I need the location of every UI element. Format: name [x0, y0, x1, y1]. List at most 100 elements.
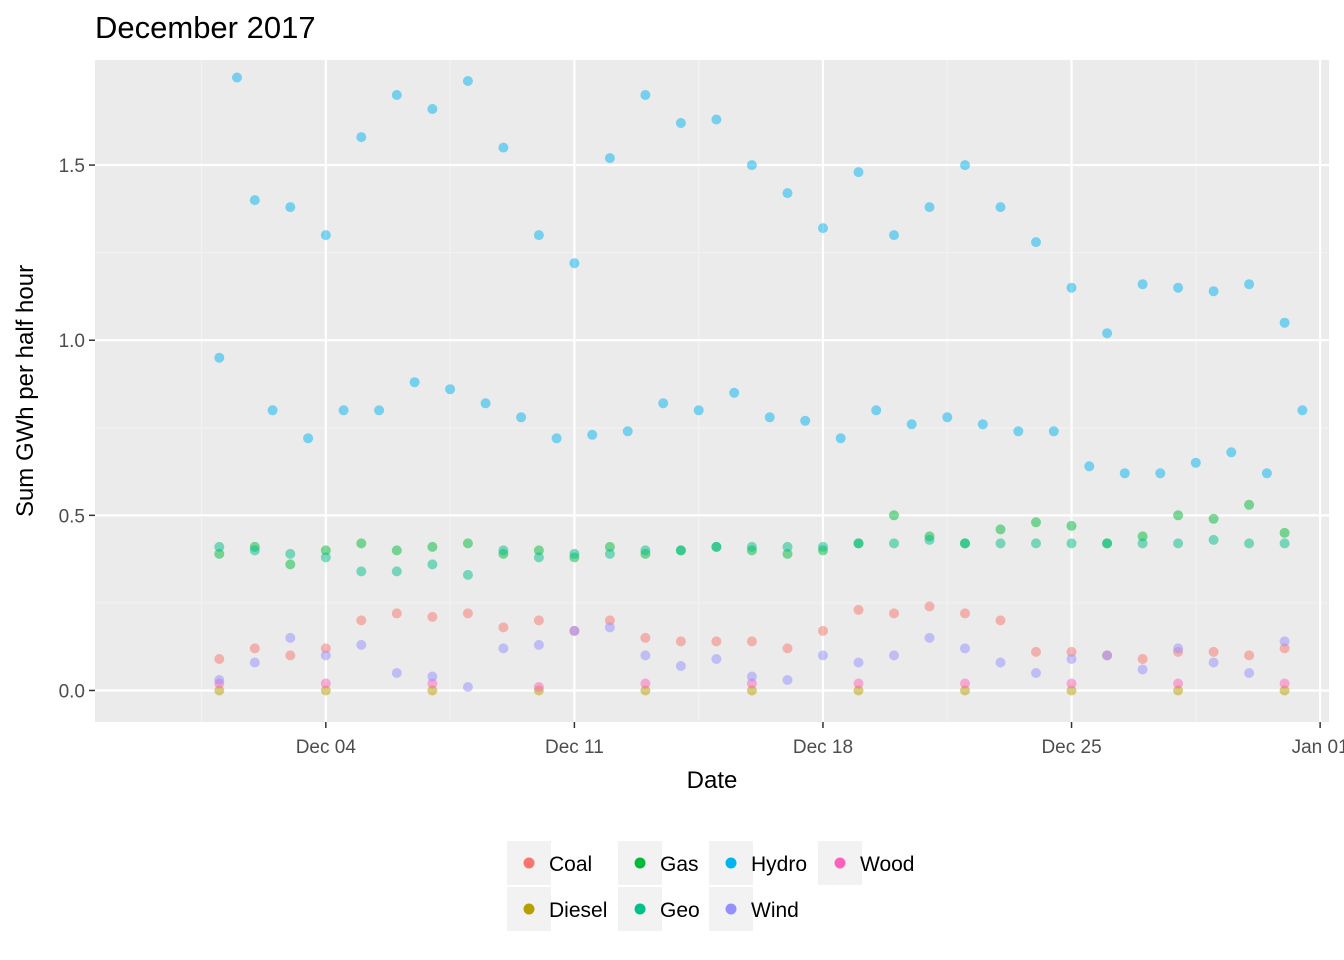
data-point [1279, 636, 1290, 647]
data-point [640, 650, 651, 661]
data-points [214, 72, 1308, 696]
data-point [1066, 520, 1077, 531]
data-point [356, 538, 367, 549]
data-point [1173, 538, 1184, 549]
data-point [675, 545, 686, 556]
data-point [818, 541, 828, 552]
data-point [569, 625, 580, 636]
data-point [995, 657, 1006, 668]
data-point [391, 566, 402, 577]
data-point [960, 538, 970, 549]
data-point [533, 682, 544, 692]
data-point [782, 188, 793, 199]
chart-title: December 2017 [95, 10, 316, 45]
y-tick-label: 1.5 [59, 156, 85, 177]
data-point [551, 433, 562, 444]
x-axis-title: Date [687, 767, 738, 794]
data-point [1173, 510, 1184, 521]
data-point [746, 541, 757, 552]
data-point [889, 538, 899, 549]
data-point [906, 419, 917, 430]
data-point [356, 566, 367, 577]
data-point [285, 202, 296, 213]
data-point [1173, 685, 1184, 696]
data-point [498, 643, 509, 654]
series-geo [214, 534, 1290, 580]
legend-label: Gas [660, 853, 699, 876]
data-point [1244, 499, 1255, 510]
legend-label: Wind [751, 899, 799, 922]
data-point [924, 202, 935, 213]
data-point [569, 258, 580, 269]
data-point [782, 541, 793, 552]
data-point [249, 657, 260, 668]
legend-label: Hydro [751, 853, 807, 876]
data-point [214, 548, 225, 559]
data-point [1031, 538, 1041, 549]
data-point [533, 545, 544, 556]
data-point [1208, 513, 1219, 524]
data-point [995, 538, 1006, 549]
data-point [533, 639, 544, 650]
series-coal [214, 601, 1290, 664]
data-point [320, 552, 331, 563]
data-point [604, 548, 615, 559]
data-point [853, 604, 864, 615]
data-point [942, 412, 953, 423]
data-point [782, 643, 793, 654]
data-point [711, 541, 722, 552]
legend-swatch [634, 857, 646, 869]
data-point [1208, 534, 1219, 545]
data-point [640, 632, 651, 643]
data-point [640, 90, 651, 100]
data-point [640, 678, 651, 689]
data-point [1013, 426, 1024, 437]
data-point [1137, 538, 1148, 549]
legend-item-coal: Coal [507, 841, 592, 885]
data-point [1279, 685, 1290, 696]
series-wind [214, 622, 1290, 692]
data-point [427, 104, 438, 114]
data-point [214, 541, 225, 552]
data-point [960, 685, 970, 696]
data-point [889, 650, 899, 661]
data-point [889, 608, 899, 619]
data-point [693, 405, 704, 416]
data-point [604, 615, 615, 626]
data-point [604, 622, 615, 633]
data-point [391, 545, 402, 556]
data-point [1279, 678, 1290, 689]
data-point [1031, 646, 1041, 657]
data-point [853, 678, 864, 689]
data-point [1031, 237, 1041, 248]
legend-swatch [834, 857, 846, 869]
data-point [569, 548, 580, 559]
data-point [711, 114, 722, 125]
data-point [516, 412, 527, 423]
data-point [995, 524, 1006, 535]
data-point [356, 132, 367, 143]
data-point [675, 636, 686, 647]
data-point [320, 230, 331, 241]
data-point [924, 534, 935, 545]
data-point [746, 685, 757, 696]
x-tick-label: Dec 25 [1041, 737, 1101, 758]
data-point [498, 545, 509, 556]
data-point [853, 685, 864, 696]
data-point [729, 387, 740, 398]
data-point [427, 559, 438, 570]
data-point [818, 625, 828, 636]
data-point [960, 160, 970, 171]
data-point [711, 654, 722, 664]
data-point [1173, 678, 1184, 689]
data-point [1137, 279, 1148, 290]
y-tick-label: 0.5 [59, 506, 85, 527]
data-point [462, 76, 473, 86]
data-point [871, 405, 882, 416]
data-point [1137, 654, 1148, 664]
data-point [462, 682, 473, 692]
legend-swatch [634, 903, 646, 915]
data-point [853, 657, 864, 668]
data-point [835, 433, 846, 444]
